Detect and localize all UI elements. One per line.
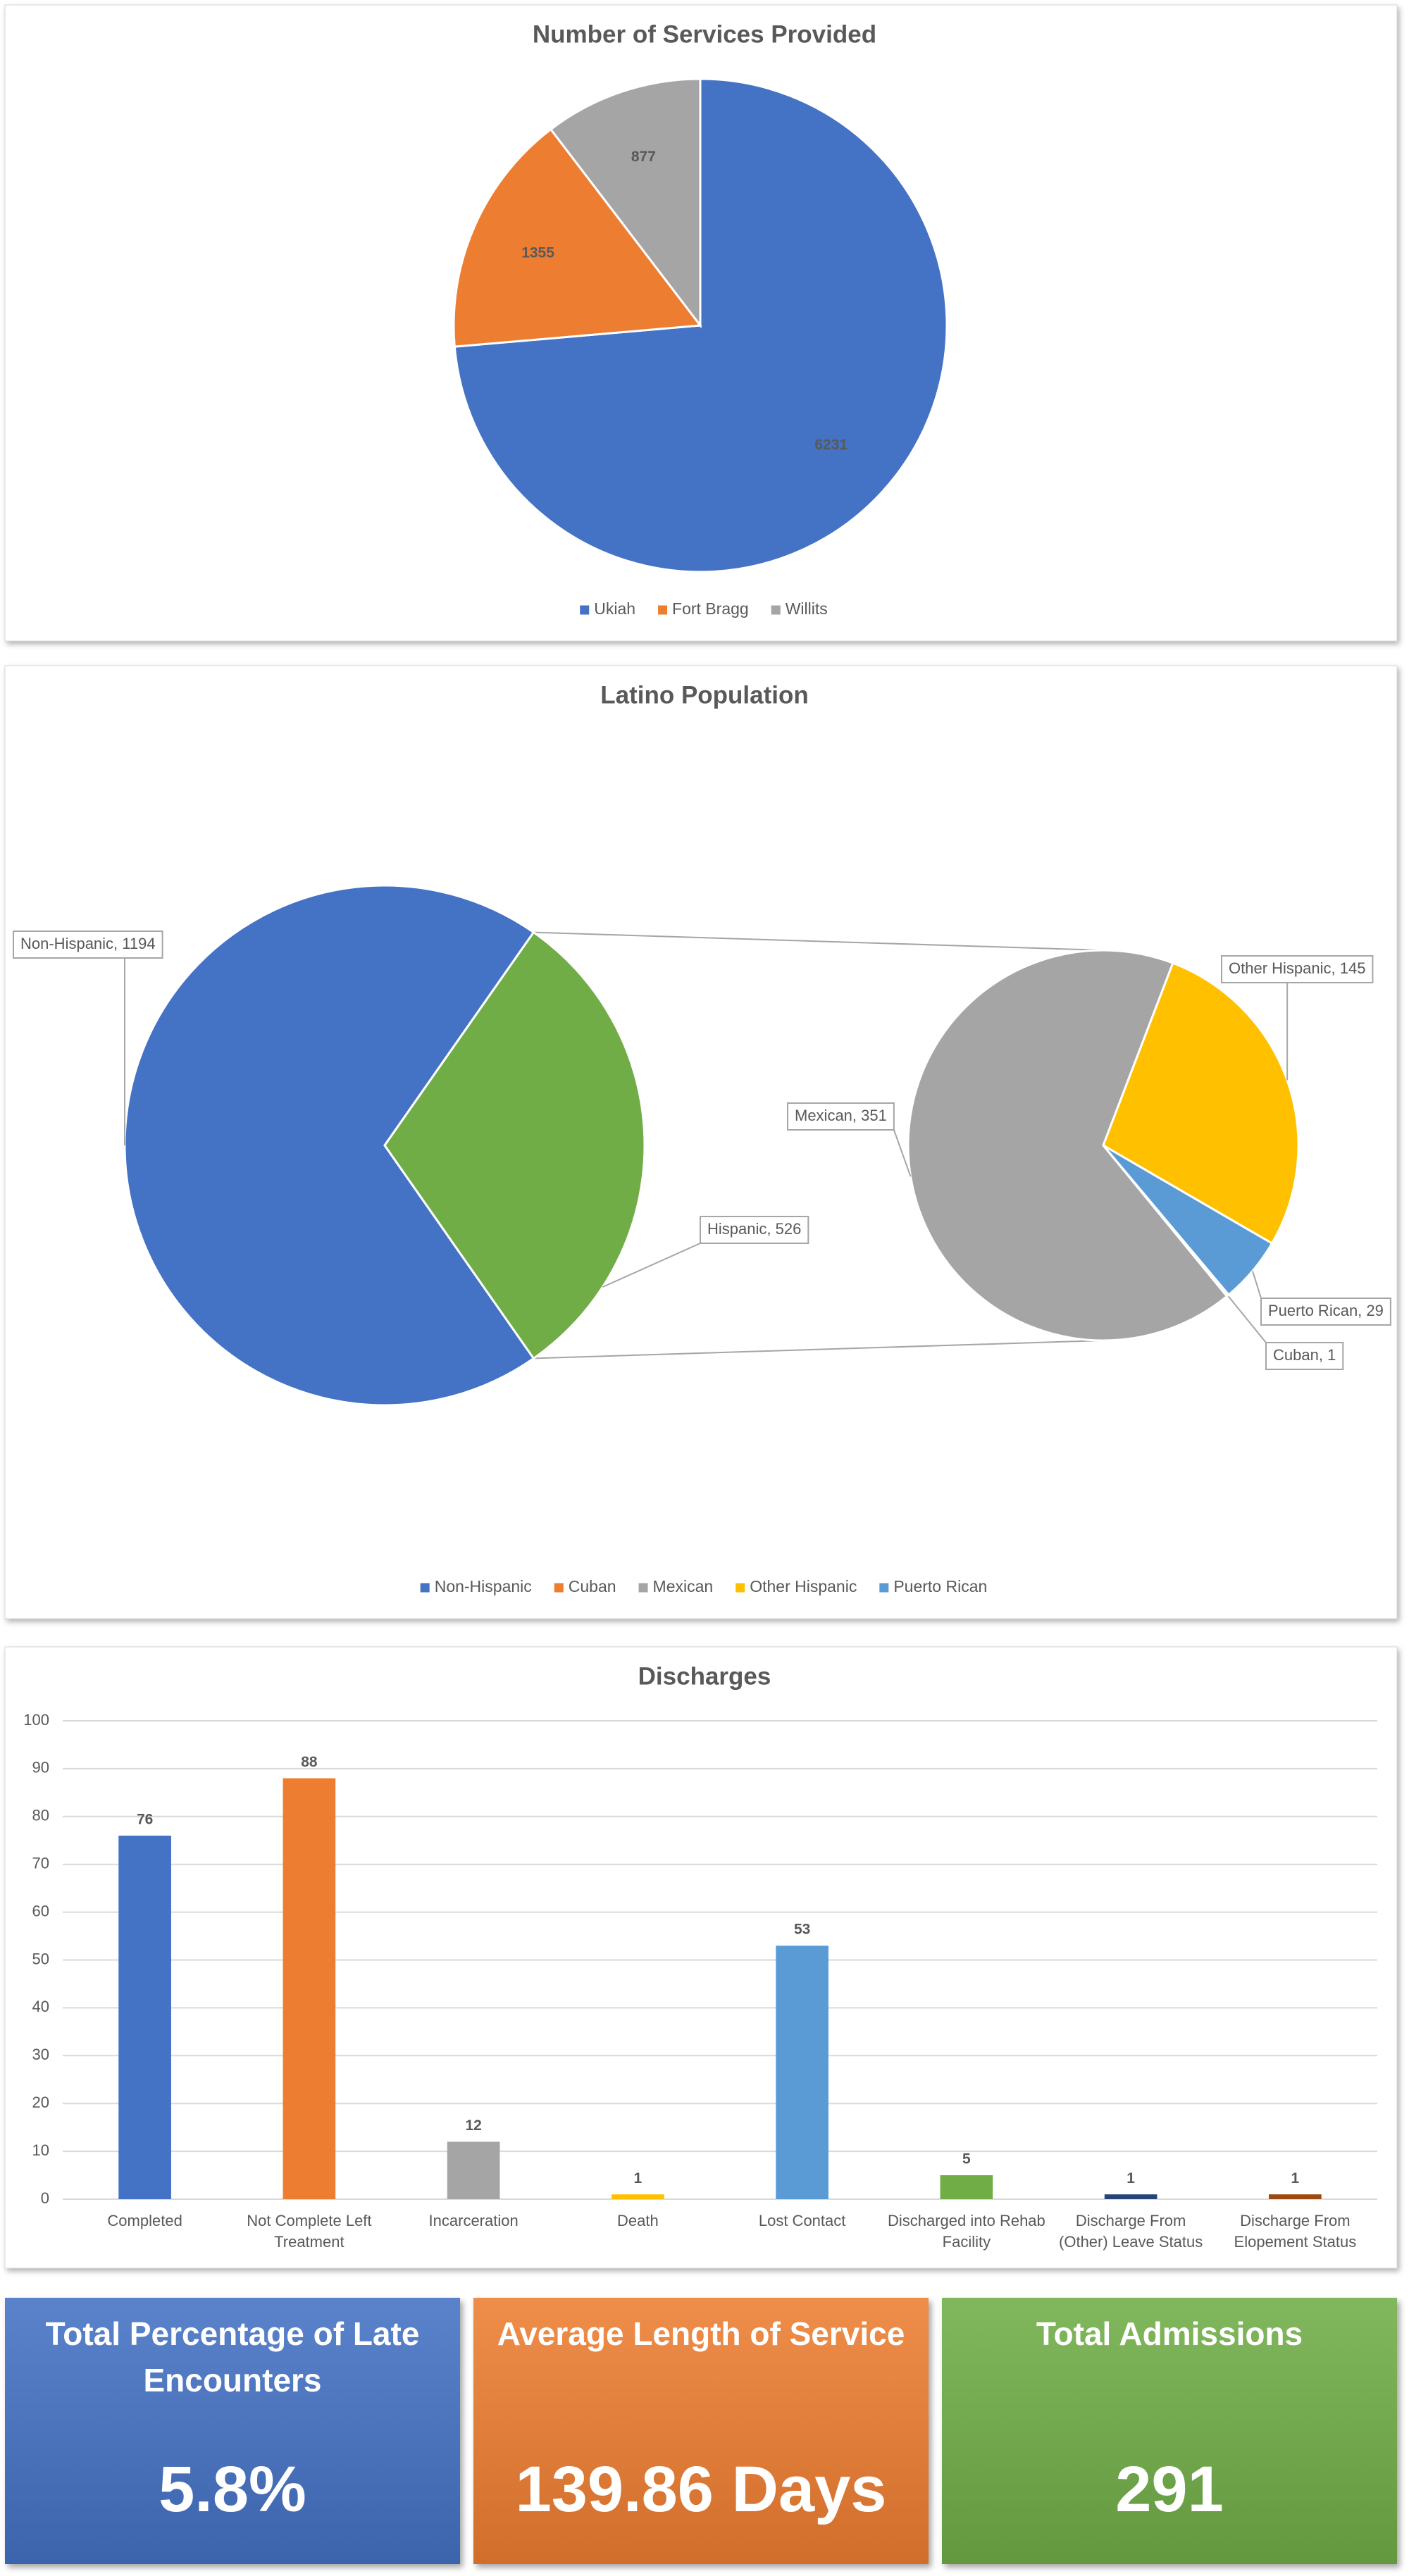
legend-swatch <box>658 605 668 615</box>
kpi-value: 5.8% <box>159 2453 306 2525</box>
y-tick-label: 70 <box>32 1855 49 1872</box>
bar <box>612 2194 664 2199</box>
bar <box>776 1946 828 2199</box>
data-label-box <box>787 1102 895 1131</box>
data-label-box <box>1265 1342 1344 1370</box>
panel <box>4 1646 1398 2269</box>
legend-swatch <box>735 1583 745 1593</box>
data-label: 12 <box>465 2117 481 2134</box>
data-label: 1 <box>1126 2170 1135 2186</box>
y-tick-label: 90 <box>32 1759 49 1777</box>
y-tick-label: 50 <box>32 1950 49 1967</box>
legend-swatch <box>580 605 590 615</box>
bar <box>118 1835 171 2199</box>
kpi-value: 291 <box>1115 2453 1224 2525</box>
y-tick-label: 20 <box>32 2093 49 2111</box>
leader-line <box>1252 1271 1262 1299</box>
data-label: 5 <box>962 2151 971 2167</box>
y-tick-label: 0 <box>41 2189 49 2207</box>
legend-label: Puerto Rican <box>893 1577 987 1595</box>
kpi-title: Average Length of Service <box>497 2315 905 2352</box>
data-label: 6231 <box>814 437 848 453</box>
y-tick-label: 10 <box>32 2141 49 2159</box>
data-label-box <box>13 931 163 959</box>
pie-slice <box>383 931 646 1360</box>
charts: Number of Services Provided 6231 1355 877 Uk… <box>4 4 1398 2269</box>
data-label: 1 <box>1291 2170 1300 2186</box>
data-label: Hispanic, 526 <box>707 1220 801 1238</box>
pie-slice <box>907 949 1229 1342</box>
data-label: 53 <box>794 1922 810 1938</box>
x-tick-label: Discharge From (Other) Leave Status <box>1059 2212 1203 2251</box>
data-label: Other Hispanic, 145 <box>1229 959 1365 977</box>
x-tick-label: Lost Contact <box>759 2212 846 2229</box>
data-label: 76 <box>137 1812 153 1828</box>
leader-line <box>893 1129 912 1177</box>
pie-slice <box>549 77 702 329</box>
x-tick-label: Not Complete Left Treatment <box>247 2212 371 2251</box>
legend-label: Other Hispanic <box>750 1577 857 1595</box>
legend-label: Cuban <box>569 1577 616 1595</box>
data-label-box <box>1260 1298 1391 1326</box>
y-tick-label: 60 <box>32 1902 49 1919</box>
legend-swatch <box>879 1583 889 1593</box>
kpi-tile: Total Percentage of Late Encounters 5.8% <box>5 2298 460 2564</box>
bar <box>1104 2194 1157 2199</box>
chart-title: Latino Population <box>600 681 809 709</box>
data-label-box <box>700 1216 809 1244</box>
x-tick-label: Discharged into Rehab Facility <box>888 2212 1045 2251</box>
kpi-tile: Average Length of Service 139.86 Days <box>473 2298 929 2564</box>
data-label: Cuban, 1 <box>1273 1346 1336 1364</box>
data-label: 877 <box>631 149 656 165</box>
kpi-tile: Total Admissions 291 <box>942 2298 1397 2564</box>
legend: Non-Hispanic Cuban Mexican Other Hispanic Pu… <box>420 1577 987 1595</box>
legend-label: Willits <box>786 599 828 618</box>
legend: Ukiah Fort Bragg Willits <box>580 599 828 618</box>
data-label: 1355 <box>521 245 554 261</box>
chart-title: Discharges <box>638 1662 771 1690</box>
bar <box>447 2141 500 2199</box>
x-tick-label: Incarceration <box>429 2212 519 2229</box>
legend-swatch <box>638 1583 648 1593</box>
legend-label: Ukiah <box>594 599 635 618</box>
y-tick-label: 40 <box>32 1998 49 2015</box>
legend-label: Fort Bragg <box>672 599 749 618</box>
y-tick-label: 30 <box>32 2046 49 2063</box>
kpi-title: Total Admissions <box>1036 2315 1303 2352</box>
x-tick-label: Death <box>617 2212 659 2229</box>
legend-swatch <box>420 1583 430 1593</box>
connector-line <box>533 931 1104 951</box>
leader-line <box>602 1243 701 1288</box>
legend-label: Non-Hispanic <box>435 1577 532 1595</box>
x-tick-label: Completed <box>107 2212 182 2229</box>
kpi-value: 139.86 Days <box>515 2453 887 2525</box>
chart-title: Number of Services Provided <box>533 20 876 48</box>
legend-swatch <box>554 1583 564 1593</box>
x-tick-label: Discharge From Elopement Status <box>1234 2212 1357 2251</box>
pie-slice <box>452 127 702 348</box>
leader-line <box>1227 1295 1267 1343</box>
data-label: 88 <box>301 1754 318 1770</box>
connector-line <box>533 1340 1104 1359</box>
data-label-box <box>1221 955 1374 983</box>
legend-swatch <box>771 605 781 615</box>
data-label: Puerto Rican, 29 <box>1268 1302 1384 1319</box>
y-tick-label: 100 <box>23 1711 49 1729</box>
data-label: 1 <box>634 2170 643 2186</box>
kpi-title: Total Percentage of Late Encounters <box>45 2315 420 2398</box>
legend-label: Mexican <box>653 1577 714 1595</box>
y-tick-label: 80 <box>32 1807 49 1824</box>
bar <box>940 2175 993 2199</box>
data-label: Non-Hispanic, 1194 <box>20 935 156 952</box>
bar <box>1269 2194 1322 2199</box>
pie-slice <box>1102 1144 1274 1297</box>
data-label: Mexican, 351 <box>795 1107 887 1124</box>
bar <box>283 1778 336 2199</box>
